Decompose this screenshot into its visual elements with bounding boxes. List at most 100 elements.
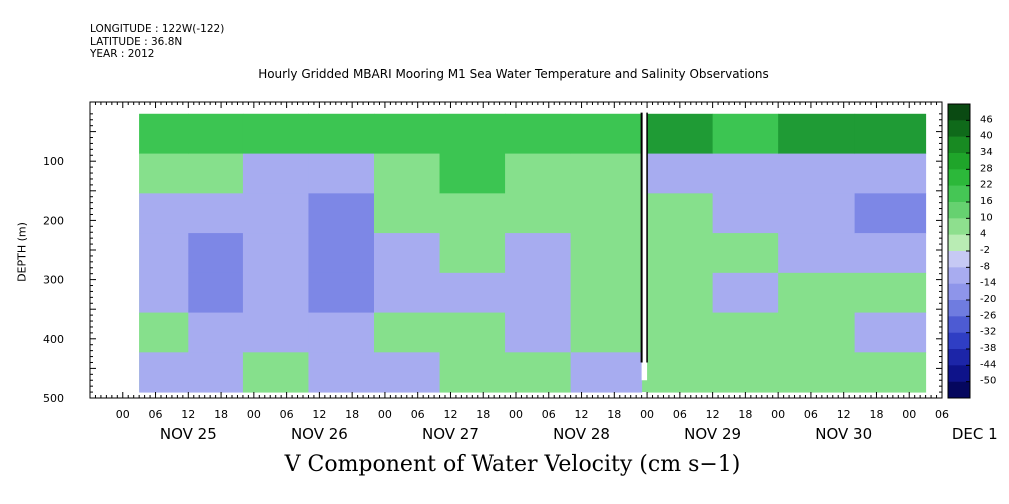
heatmap-cell xyxy=(374,233,441,274)
heatmap-cell xyxy=(242,233,309,274)
colorbar-label: -44 xyxy=(980,359,996,370)
latitude-label: LATITUDE : 36.8N xyxy=(90,35,183,48)
x-tick-label: 06 xyxy=(411,408,425,421)
x-tick-label: 18 xyxy=(869,408,883,421)
heatmap-cell xyxy=(439,272,506,314)
x-tick-label: 12 xyxy=(312,408,326,421)
heatmap-cell xyxy=(647,272,714,314)
heatmap-cell xyxy=(712,113,779,155)
colorbar-label: -26 xyxy=(980,310,996,321)
heatmap-cell xyxy=(647,352,714,393)
heatmap-cell xyxy=(308,233,375,274)
colorbar-swatch xyxy=(948,120,970,137)
heatmap-cell xyxy=(505,233,572,274)
colorbar-swatch xyxy=(948,349,970,366)
heatmap-cell xyxy=(854,193,927,234)
heatmap-cell xyxy=(439,352,506,393)
heatmap-cell xyxy=(242,193,309,234)
colorbar-label: -8 xyxy=(980,261,990,272)
heatmap-cell xyxy=(374,312,441,353)
colorbar-label: -38 xyxy=(980,343,996,354)
heatmap-cell xyxy=(570,272,643,314)
heatmap-cell xyxy=(505,153,572,194)
x-tick-label: 18 xyxy=(476,408,490,421)
x-tick-label: 00 xyxy=(771,408,785,421)
colorbar-label: 46 xyxy=(980,114,993,125)
heatmap-cell xyxy=(778,352,856,393)
x-tick-label: 06 xyxy=(804,408,818,421)
heatmap-cell xyxy=(712,153,779,194)
heatmap-cell xyxy=(308,193,375,234)
heatmap-cell xyxy=(188,113,244,155)
heatmap-cell xyxy=(374,113,441,155)
heatmap-cell xyxy=(374,153,441,194)
x-tick-label: 18 xyxy=(214,408,228,421)
heatmap-cell xyxy=(188,312,244,353)
data-gap xyxy=(641,112,648,381)
y-tick-label: 300 xyxy=(43,274,64,287)
x-tick-label: 06 xyxy=(280,408,294,421)
heatmap-cell xyxy=(712,272,779,314)
colorbar-swatch xyxy=(948,365,970,382)
heatmap-cell xyxy=(439,193,506,234)
colorbar-swatch xyxy=(948,251,970,268)
colorbar-swatch xyxy=(948,381,970,399)
y-tick-label: 100 xyxy=(43,155,64,168)
x-tick-label: 18 xyxy=(738,408,752,421)
colorbar-swatch xyxy=(948,332,970,350)
heatmap-cell xyxy=(570,193,643,234)
heatmap-cell xyxy=(139,193,189,234)
heatmap-cell xyxy=(778,153,856,194)
colorbar-swatch xyxy=(948,218,970,235)
heatmap-cell xyxy=(139,272,189,314)
year-label: YEAR : 2012 xyxy=(90,48,155,60)
heatmap-cell xyxy=(778,193,856,234)
colorbar-label: 34 xyxy=(980,147,993,158)
colorbar-label: -14 xyxy=(980,278,996,289)
heatmap-cell xyxy=(374,193,441,234)
x-date-label: NOV 25 xyxy=(160,425,217,443)
heatmap-cell xyxy=(242,113,309,155)
heatmap-cell xyxy=(647,233,714,274)
x-tick-label: 18 xyxy=(345,408,359,421)
colorbar-swatch xyxy=(948,153,970,170)
heatmap-cell xyxy=(712,312,779,353)
heatmap-cell xyxy=(505,272,572,314)
heatmap-cell xyxy=(308,153,375,194)
x-date-label: NOV 27 xyxy=(422,425,479,443)
heatmap-cell xyxy=(374,352,441,393)
colorbar-label: -20 xyxy=(980,294,996,305)
heatmap-cell xyxy=(570,113,643,155)
heatmap-cell xyxy=(778,312,856,353)
colorbar-label: -50 xyxy=(980,376,996,387)
colorbar-label: 40 xyxy=(980,131,993,142)
x-date-label: NOV 29 xyxy=(684,425,741,443)
heatmap-cell xyxy=(188,272,244,314)
x-tick-label: 00 xyxy=(902,408,916,421)
chart-title: Hourly Gridded MBARI Mooring M1 Sea Wate… xyxy=(258,67,769,81)
heatmap-cell xyxy=(647,312,714,353)
heatmap-cell xyxy=(439,113,506,155)
heatmap-cell xyxy=(854,113,927,155)
x-date-label: NOV 28 xyxy=(553,425,610,443)
heatmap-cell xyxy=(308,272,375,314)
heatmap-cell xyxy=(139,352,189,393)
x-date-label: DEC 1 xyxy=(952,425,998,443)
heatmap-cell xyxy=(505,193,572,234)
heatmap-cell xyxy=(188,352,244,393)
heatmap-cell xyxy=(139,153,189,194)
heatmap-cell xyxy=(712,193,779,234)
heatmap-cell xyxy=(647,113,714,155)
heatmap-cell xyxy=(188,233,244,274)
longitude-label: LONGITUDE : 122W(-122) xyxy=(90,23,225,35)
x-tick-label: 12 xyxy=(837,408,851,421)
colorbar-swatch xyxy=(948,316,970,333)
heatmap-cell xyxy=(308,312,375,353)
heatmap-cell xyxy=(139,312,189,353)
heatmap-cell xyxy=(505,312,572,353)
y-tick-label: 500 xyxy=(43,392,64,405)
heatmap-cell xyxy=(308,352,375,393)
heatmap-cell xyxy=(570,233,643,274)
colorbar-swatch xyxy=(948,185,970,203)
